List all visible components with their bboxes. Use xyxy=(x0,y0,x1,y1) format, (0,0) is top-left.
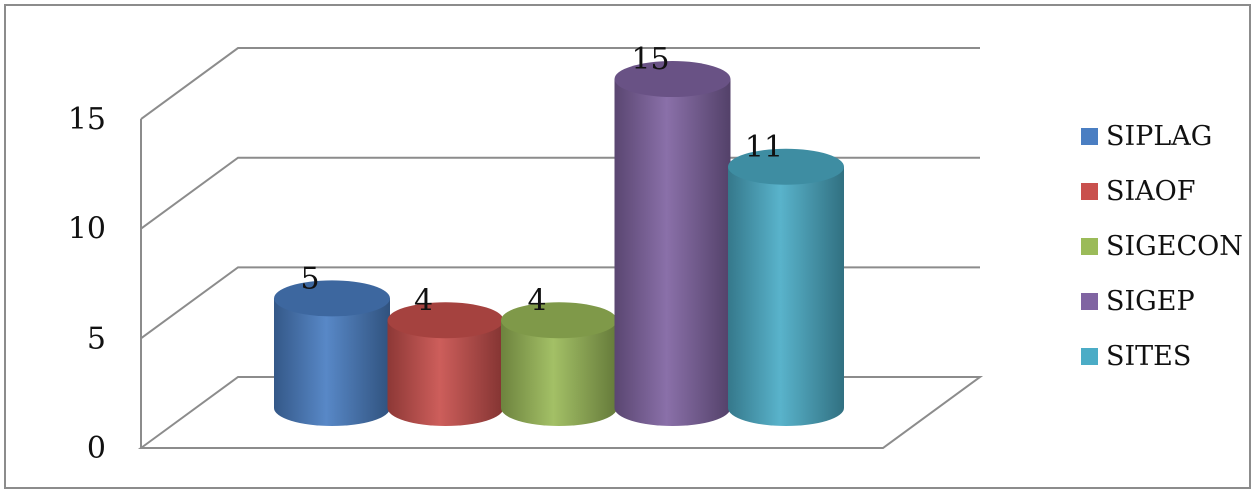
bar-top-sigecon xyxy=(501,302,617,339)
data-label-sigecon: 4 xyxy=(527,283,546,318)
bar-top-siplag xyxy=(274,280,390,317)
legend-label-siaof: SIAOF xyxy=(1106,176,1196,207)
legend-label-siplag: SIPLAG xyxy=(1106,121,1212,152)
bar-body-siaof xyxy=(387,320,504,426)
bar-top-sigep xyxy=(614,61,731,98)
floor xyxy=(137,376,984,449)
y-axis-ticks: 0 5 10 15 xyxy=(68,102,106,466)
bar-body-sigecon xyxy=(501,320,617,426)
bar-body-siplag xyxy=(274,298,390,426)
y-tick-label-1: 5 xyxy=(87,321,106,356)
y-tick-label-2: 10 xyxy=(68,212,106,247)
bar-sites xyxy=(728,148,844,426)
legend-swatch-sigecon xyxy=(1081,238,1098,255)
y-tick-label-0: 0 xyxy=(87,431,106,466)
legend-label-sigecon: SIGECON xyxy=(1106,231,1243,262)
bars xyxy=(274,61,844,427)
legend-label-sites: SITES xyxy=(1106,341,1191,372)
bar-sigecon xyxy=(501,302,617,426)
data-labels: 5 4 4 15 11 xyxy=(300,42,783,318)
bar-siplag xyxy=(274,280,390,426)
bar-top-sites xyxy=(728,148,844,185)
legend: SIPLAG SIAOF SIGECON SIGEP SITES xyxy=(1081,121,1243,372)
legend-swatch-siaof xyxy=(1081,183,1098,200)
data-label-sites: 11 xyxy=(745,130,783,165)
bar-sigep xyxy=(614,61,731,427)
legend-swatch-sites xyxy=(1081,348,1098,365)
gridline-15 xyxy=(140,47,980,120)
bar-top-siaof xyxy=(387,302,504,339)
gridline-10 xyxy=(140,156,980,230)
bar-siaof xyxy=(387,302,504,426)
bar-body-sigep xyxy=(614,79,731,427)
data-label-siplag: 5 xyxy=(300,261,319,296)
data-label-siaof: 4 xyxy=(414,283,433,318)
bar-body-sites xyxy=(728,166,844,426)
legend-swatch-sigep xyxy=(1081,293,1098,310)
legend-label-sigep: SIGEP xyxy=(1106,286,1195,317)
legend-swatch-siplag xyxy=(1081,128,1098,145)
data-label-sigep: 15 xyxy=(631,42,669,77)
y-tick-label-3: 15 xyxy=(68,102,106,137)
